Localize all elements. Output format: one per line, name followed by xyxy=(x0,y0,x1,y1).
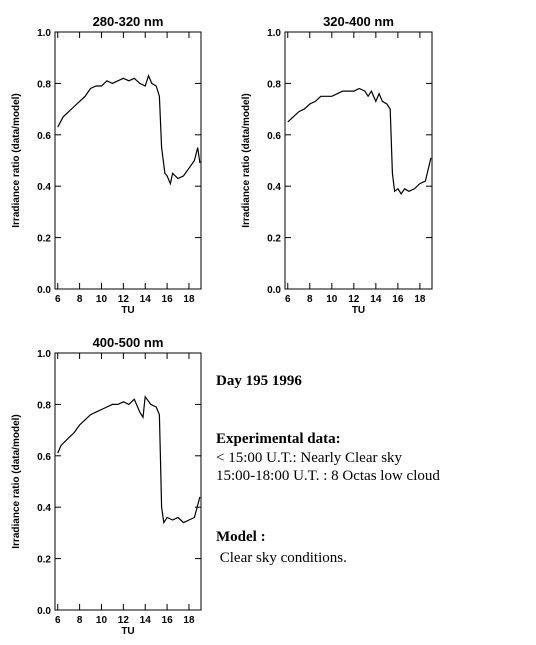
y-axis-label: Irradiance ratio (data/model) xyxy=(11,414,22,548)
chart-title: 280-320 nm xyxy=(93,14,164,29)
x-tick-label: 6 xyxy=(55,294,61,305)
x-tick-label: 6 xyxy=(55,615,61,626)
y-axis-label: Irradiance ratio (data/model) xyxy=(241,93,252,227)
x-tick-label: 18 xyxy=(183,615,195,626)
x-tick-label: 18 xyxy=(414,294,426,305)
y-tick-label: 1.0 xyxy=(37,28,51,39)
plot-frame xyxy=(54,31,202,290)
y-tick-label: 0.8 xyxy=(267,79,281,90)
y-tick-label: 0.0 xyxy=(37,606,51,617)
x-axis-label: TU xyxy=(121,626,134,637)
x-tick-label: 16 xyxy=(162,615,174,626)
x-tick-label: 16 xyxy=(162,294,174,305)
y-tick-label: 0.6 xyxy=(267,131,281,142)
y-tick-label: 0.2 xyxy=(267,234,281,245)
x-tick-label: 18 xyxy=(183,294,195,305)
chart-title: 320-400 nm xyxy=(323,14,394,29)
x-tick-label: 14 xyxy=(140,294,152,305)
x-tick-label: 10 xyxy=(96,615,108,626)
x-tick-label: 10 xyxy=(96,294,108,305)
data-line xyxy=(57,395,201,525)
x-tick-label: 8 xyxy=(307,294,313,305)
y-tick-label: 0.4 xyxy=(37,503,51,514)
x-axis-label: TU xyxy=(352,305,365,316)
y-tick-label: 0.8 xyxy=(37,79,51,90)
y-tick-label: 0.0 xyxy=(267,285,281,296)
y-tick-label: 1.0 xyxy=(37,349,51,360)
y-tick-label: 0.4 xyxy=(267,182,281,193)
model-line: Clear sky conditions. xyxy=(216,550,347,566)
exp-line: < 15:00 U.T.: Nearly Clear sky xyxy=(216,450,403,466)
y-tick-label: 0.6 xyxy=(37,452,51,463)
x-tick-label: 14 xyxy=(370,294,382,305)
exp-line: 15:00-18:00 U.T. : 8 Octas low cloud xyxy=(216,468,440,484)
plot-frame xyxy=(284,31,433,290)
y-tick-label: 0.0 xyxy=(37,285,51,296)
data-line xyxy=(57,73,201,186)
y-axis-label: Irradiance ratio (data/model) xyxy=(11,93,22,227)
day: Day 195 1996 xyxy=(216,373,302,389)
x-tick-label: 16 xyxy=(392,294,404,305)
y-tick-label: 0.2 xyxy=(37,555,51,566)
x-tick-label: 8 xyxy=(77,294,83,305)
plot-frame xyxy=(54,352,202,611)
exp-heading: Experimental data: xyxy=(216,431,341,447)
x-tick-label: 12 xyxy=(118,615,130,626)
y-tick-label: 0.6 xyxy=(37,131,51,142)
x-tick-label: 12 xyxy=(118,294,130,305)
x-tick-label: 12 xyxy=(348,294,360,305)
model-heading: Model : xyxy=(216,529,266,545)
data-line xyxy=(287,87,432,196)
x-tick-label: 14 xyxy=(140,615,152,626)
x-tick-label: 8 xyxy=(77,615,83,626)
x-tick-label: 6 xyxy=(285,294,291,305)
x-axis-label: TU xyxy=(121,305,134,316)
x-tick-label: 10 xyxy=(326,294,338,305)
chart-title: 400-500 nm xyxy=(93,335,164,350)
y-tick-label: 1.0 xyxy=(267,28,281,39)
y-tick-label: 0.8 xyxy=(37,400,51,411)
y-tick-label: 0.2 xyxy=(37,234,51,245)
y-tick-label: 0.4 xyxy=(37,182,51,193)
